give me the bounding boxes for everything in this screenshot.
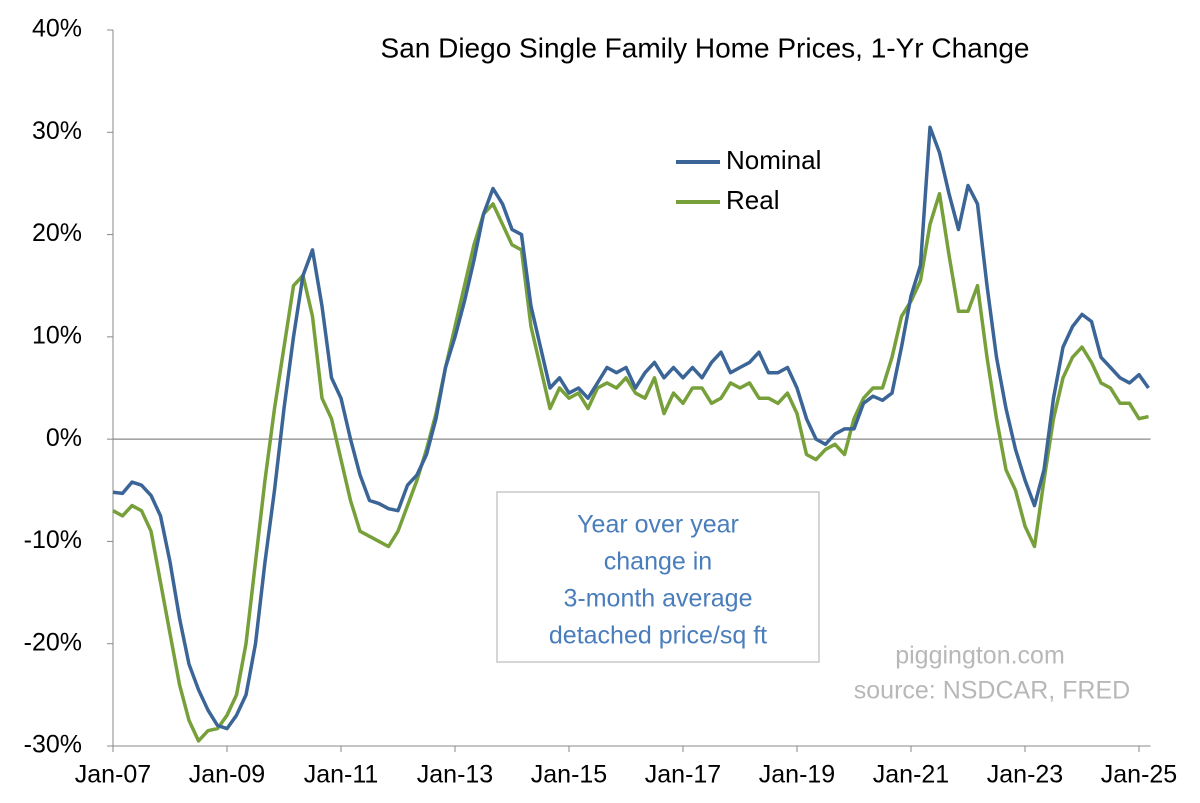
y-tick-label: -30% bbox=[24, 731, 82, 759]
y-tick-label: 30% bbox=[32, 117, 82, 145]
x-tick-label: Jan-25 bbox=[1101, 761, 1177, 789]
y-tick-label: -10% bbox=[24, 526, 82, 554]
x-tick-label: Jan-07 bbox=[75, 761, 151, 789]
annotation-text: detached price/sq ft bbox=[549, 622, 767, 650]
series-line bbox=[112, 191, 1149, 743]
y-tick-label: -20% bbox=[24, 628, 82, 656]
x-tick-label: Jan-09 bbox=[189, 761, 265, 789]
x-tick-label: Jan-23 bbox=[987, 761, 1063, 789]
annotation-text: 3-month average bbox=[563, 585, 752, 613]
series-line bbox=[112, 125, 1150, 731]
x-tick-label: Jan-21 bbox=[873, 761, 949, 789]
x-tick-label: Jan-11 bbox=[304, 761, 379, 789]
y-tick-label: 40% bbox=[32, 15, 82, 43]
x-tick-label: Jan-13 bbox=[417, 761, 493, 789]
legend-label: Real bbox=[726, 185, 779, 215]
annotation-box bbox=[496, 491, 820, 663]
x-tick-label: Jan-15 bbox=[531, 761, 607, 789]
y-tick-label: 10% bbox=[32, 321, 82, 349]
x-tick-label: Jan-19 bbox=[759, 761, 835, 789]
y-tick-label: 0% bbox=[46, 424, 82, 452]
annotation-text: Year over year bbox=[577, 511, 739, 539]
legend-label: Nominal bbox=[726, 145, 821, 175]
credit-text: piggington.com bbox=[895, 642, 1065, 670]
credit-text: source: NSDCAR, FRED bbox=[854, 677, 1130, 705]
annotation-text: change in bbox=[604, 548, 712, 576]
y-tick-label: 20% bbox=[32, 219, 82, 247]
x-tick-label: Jan-17 bbox=[645, 761, 721, 789]
chart-title: San Diego Single Family Home Prices, 1-Y… bbox=[381, 32, 1030, 63]
